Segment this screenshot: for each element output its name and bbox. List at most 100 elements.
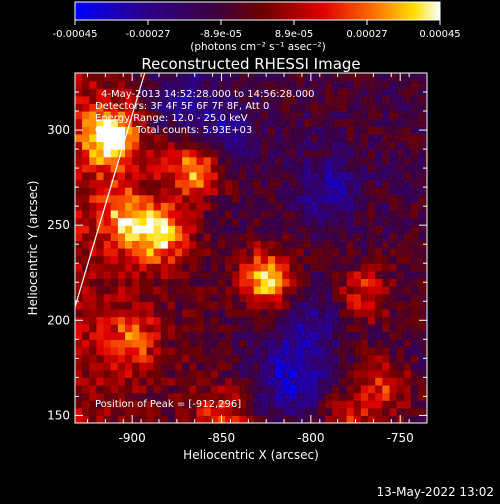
heatmap-cell xyxy=(332,210,340,219)
heatmap-cell xyxy=(396,240,405,249)
heatmap-cell xyxy=(189,286,198,295)
heatmap-cell xyxy=(103,346,112,356)
heatmap-cell xyxy=(103,217,112,226)
heatmap-cell xyxy=(225,248,233,257)
heatmap-cell xyxy=(117,141,126,150)
heatmap-cell xyxy=(203,111,212,120)
heatmap-cell xyxy=(289,126,298,135)
heatmap-cell xyxy=(225,88,233,97)
heatmap-cell xyxy=(339,270,348,279)
heatmap-cell xyxy=(282,164,290,173)
heatmap-cell xyxy=(110,179,119,188)
heatmap-cell xyxy=(160,316,169,325)
heatmap-cell xyxy=(382,194,390,203)
heatmap-cell xyxy=(325,385,333,394)
heatmap-cell xyxy=(175,301,183,310)
heatmap-cell xyxy=(146,95,155,104)
heatmap-cell xyxy=(175,362,183,371)
heatmap-cell xyxy=(182,362,190,371)
heatmap-cell xyxy=(353,232,362,241)
heatmap-cell xyxy=(182,263,190,272)
heatmap-cell xyxy=(346,263,355,272)
heatmap-cell xyxy=(175,80,183,89)
heatmap-cell xyxy=(146,179,155,188)
heatmap-cell xyxy=(318,202,326,211)
heatmap-cell xyxy=(296,187,305,196)
heatmap-cell xyxy=(339,286,348,295)
heatmap-cell xyxy=(132,164,140,173)
heatmap-cell xyxy=(196,270,205,279)
heatmap-cell xyxy=(296,278,305,287)
heatmap-cell xyxy=(96,248,105,257)
heatmap-cell xyxy=(89,392,97,401)
heatmap-cell xyxy=(182,202,190,211)
heatmap-cell xyxy=(153,392,162,401)
heatmap-cell xyxy=(360,164,369,173)
heatmap-cell xyxy=(418,301,426,310)
heatmap-cell xyxy=(82,415,90,423)
heatmap-cell xyxy=(425,95,427,104)
heatmap-cell xyxy=(103,164,112,173)
heatmap-cell xyxy=(382,339,390,348)
heatmap-cell xyxy=(217,301,226,310)
heatmap-cell xyxy=(389,202,398,211)
heatmap-cell xyxy=(132,270,140,279)
heatmap-cell xyxy=(332,73,340,82)
heatmap-cell xyxy=(175,225,183,234)
heatmap-cell xyxy=(425,149,427,158)
heatmap-cell xyxy=(389,88,398,97)
heatmap-cell xyxy=(117,346,126,356)
heatmap-cell xyxy=(268,73,276,82)
heatmap-cell xyxy=(182,179,190,188)
heatmap-cell xyxy=(310,240,319,249)
heatmap-cell xyxy=(332,316,340,325)
heatmap-cell xyxy=(175,415,183,423)
heatmap-cell xyxy=(368,88,376,97)
heatmap-cell xyxy=(246,286,255,295)
heatmap-cell xyxy=(89,118,97,127)
heatmap-cell xyxy=(303,346,312,356)
heatmap-cell xyxy=(139,80,147,89)
heatmap-cell xyxy=(253,278,262,287)
heatmap-cell xyxy=(310,377,319,386)
heatmap-cell xyxy=(260,156,269,165)
heatmap-cell xyxy=(96,126,105,135)
heatmap-cell xyxy=(146,263,155,272)
heatmap-cell xyxy=(275,316,283,325)
heatmap-cell xyxy=(360,255,369,264)
heatmap-cell xyxy=(303,255,312,264)
heatmap-cell xyxy=(225,308,233,318)
heatmap-cell xyxy=(418,217,426,226)
heatmap-cell xyxy=(110,400,119,409)
heatmap-cell xyxy=(339,118,348,127)
heatmap-cell xyxy=(196,415,205,423)
heatmap-cell xyxy=(375,354,383,363)
heatmap-cell xyxy=(332,126,340,135)
heatmap-cell xyxy=(239,407,248,416)
heatmap-cell xyxy=(153,126,162,135)
heatmap-cell xyxy=(303,385,312,394)
heatmap-cell xyxy=(410,164,419,173)
heatmap-cell xyxy=(253,354,262,363)
heatmap-cell xyxy=(232,111,240,120)
heatmap-cell xyxy=(289,133,298,143)
heatmap-cell xyxy=(253,217,262,226)
heatmap-cell xyxy=(246,392,255,401)
heatmap-cell xyxy=(153,324,162,333)
heatmap-cell xyxy=(296,286,305,295)
heatmap-cell xyxy=(418,385,426,394)
heatmap-cell xyxy=(246,126,255,135)
heatmap-cell xyxy=(117,232,126,241)
heatmap-cell xyxy=(217,171,226,181)
heatmap-cell xyxy=(96,179,105,188)
heatmap-cell xyxy=(260,225,269,234)
heatmap-cell xyxy=(275,133,283,143)
heatmap-cell xyxy=(353,217,362,226)
heatmap-cell xyxy=(346,354,355,363)
heatmap-cell xyxy=(125,301,133,310)
heatmap-cell xyxy=(332,308,340,318)
heatmap-cell xyxy=(268,95,276,104)
heatmap-cell xyxy=(103,149,112,158)
heatmap-cell xyxy=(360,286,369,295)
heatmap-cell xyxy=(117,293,126,302)
